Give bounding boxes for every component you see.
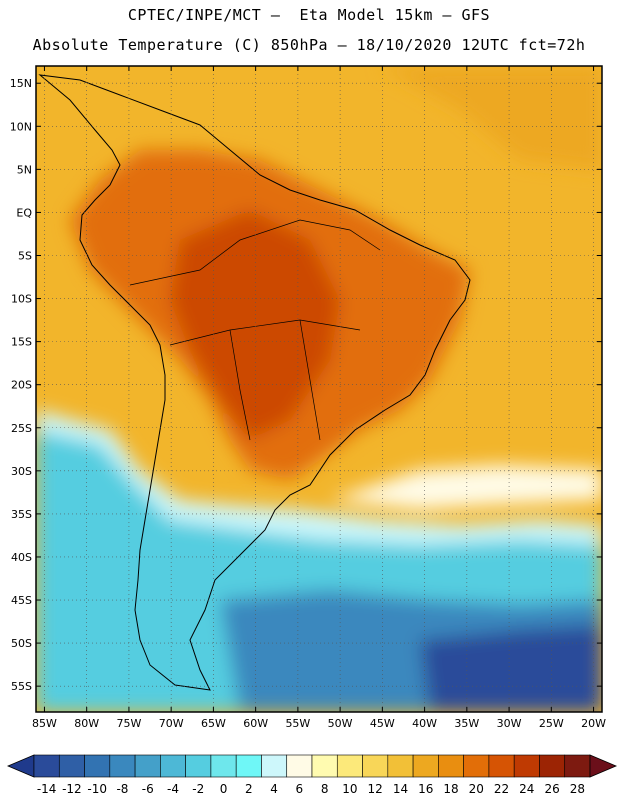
- colorbar-label: -14: [37, 782, 57, 796]
- colorbar-swatch: [261, 754, 288, 778]
- colorbar-swatch: [84, 754, 111, 778]
- colorbar-left-arrow: [6, 754, 35, 778]
- coastline: [38, 74, 471, 691]
- lon-label: 50W: [328, 717, 353, 730]
- lon-label: 55W: [285, 717, 310, 730]
- colorbar-swatch: [539, 754, 566, 778]
- lat-label: 15S: [11, 336, 32, 349]
- colorbar-label: 18: [443, 782, 458, 796]
- lat-label: 20S: [11, 379, 32, 392]
- colorbar-swatch: [412, 754, 439, 778]
- colorbar-label: -2: [192, 782, 204, 796]
- lon-label: 20W: [581, 717, 606, 730]
- colorbar-swatch: [488, 754, 515, 778]
- colorbar-label: 2: [245, 782, 253, 796]
- lat-label: EQ: [16, 206, 32, 219]
- colorbar-swatch: [58, 754, 85, 778]
- colorbar-label: 28: [570, 782, 585, 796]
- colorbar-label: 12: [368, 782, 383, 796]
- colorbar-swatch: [362, 754, 389, 778]
- frontal-band: [330, 465, 602, 510]
- lon-label: 45W: [370, 717, 395, 730]
- lon-label: 35W: [454, 717, 479, 730]
- map-field: [36, 66, 602, 712]
- colorbar-label: 26: [544, 782, 559, 796]
- colorbar-swatch: [160, 754, 186, 778]
- lat-label: 35S: [11, 508, 32, 521]
- border-lines: [129, 219, 381, 286]
- colorbar-swatch: [235, 754, 262, 778]
- colorbar-right-arrow: [589, 754, 618, 778]
- lon-label: 60W: [243, 717, 268, 730]
- colorbar-label: 24: [519, 782, 534, 796]
- state-borders: [169, 319, 361, 441]
- colorbar-label: 4: [270, 782, 278, 796]
- lat-label: 30S: [11, 465, 32, 478]
- colorbar-swatch: [109, 754, 136, 778]
- lat-label: 5S: [18, 249, 32, 262]
- lat-label: 10N: [10, 120, 32, 133]
- colorbar-swatch: [513, 754, 540, 778]
- coldest-region: [420, 625, 602, 712]
- colorbar-swatch: [311, 754, 338, 778]
- lat-label: 10S: [11, 293, 32, 306]
- colorbar-swatch: [286, 754, 313, 778]
- lat-label: 40S: [11, 551, 32, 564]
- lon-label: 40W: [412, 717, 437, 730]
- colorbar-label: -4: [167, 782, 179, 796]
- lat-label: 5N: [17, 163, 32, 176]
- colorbar-label: 8: [321, 782, 329, 796]
- lon-label: 30W: [497, 717, 522, 730]
- colorbar-swatch: [185, 754, 212, 778]
- colorbar-label: -8: [116, 782, 128, 796]
- lat-label: 15N: [10, 77, 32, 90]
- lon-label: 85W: [32, 717, 57, 730]
- colorbar-label: -12: [62, 782, 82, 796]
- colorbar-label: 16: [418, 782, 433, 796]
- colorbar-label: 6: [296, 782, 304, 796]
- colorbar-label: -6: [142, 782, 154, 796]
- latitude-axis: 15N 10N 5N EQ 5S 10S 15S 20S 25S 30S 35S 40S 45S 50S 5…: [10, 77, 602, 693]
- colorbar-swatch: [336, 754, 363, 778]
- colorbar-label: 20: [469, 782, 484, 796]
- lon-label: 80W: [74, 717, 99, 730]
- colorbar-swatch: [134, 754, 161, 778]
- colorbar-label: 10: [342, 782, 357, 796]
- lon-label: 70W: [159, 717, 184, 730]
- lon-label: 65W: [201, 717, 226, 730]
- lat-label: 25S: [11, 422, 32, 435]
- chart-title-line2: Absolute Temperature (C) 850hPa – 18/10/…: [32, 36, 586, 54]
- lat-label: 45S: [11, 594, 32, 607]
- map-frame: [35, 65, 603, 713]
- longitude-axis: 85W 80W 75W 70W 65W 60W 55W 50W 45W 40W 35W 30W 25W 2…: [32, 66, 606, 730]
- chart-title-line1: CPTEC/INPE/MCT – Eta Model 15km – GFS: [127, 6, 491, 24]
- colorbar-label: 14: [393, 782, 408, 796]
- colorbar-swatch: [463, 754, 490, 778]
- colorbar-swatch: [438, 754, 464, 778]
- colorbar-swatch: [33, 754, 60, 778]
- colorbar-label: 22: [494, 782, 509, 796]
- lon-label: 75W: [116, 717, 141, 730]
- lat-label: 50S: [11, 637, 32, 650]
- colorbar-swatch: [210, 754, 237, 778]
- colorbar-label: 0: [220, 782, 228, 796]
- colorbar-swatch: [564, 754, 591, 778]
- north-atlantic-warm-band: [380, 66, 602, 170]
- colorbar-label: -10: [87, 782, 107, 796]
- lon-label: 25W: [539, 717, 564, 730]
- colorbar-swatch: [387, 754, 414, 778]
- colorbar: -14 -12 -10 -8 -6 -4 -2 0 2 4 6 8 10 12 14 16 18 20 22 24 26…: [6, 754, 618, 796]
- lat-label: 55S: [11, 680, 32, 693]
- hot-core-region: [170, 210, 340, 440]
